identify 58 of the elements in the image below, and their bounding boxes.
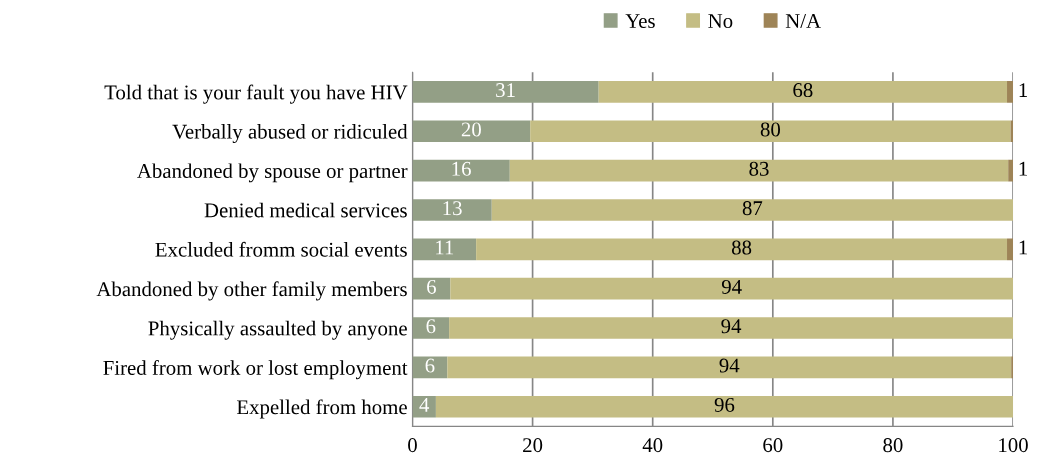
data-label: 87	[742, 201, 763, 216]
data-label: 96	[714, 397, 735, 412]
y-tick-label: Told that is your fault you have HIV	[104, 84, 408, 104]
bar	[476, 238, 1008, 261]
bar	[450, 277, 1014, 300]
data-label: 4	[419, 398, 430, 412]
bar	[447, 356, 1012, 379]
data-label: 94	[721, 319, 742, 334]
data-label: 6	[426, 319, 436, 334]
y-tick-label: Verbally abused or ridiculed	[172, 124, 408, 143]
legend-label: N/A	[785, 14, 821, 28]
bar	[1007, 238, 1014, 261]
bar	[449, 317, 1014, 339]
data-label: 6	[427, 279, 436, 294]
bar	[1007, 81, 1014, 103]
bar	[1008, 159, 1014, 182]
y-tick-label: Denied medical services	[204, 202, 407, 218]
y-tick-label: Excluded fromm social events	[155, 241, 407, 257]
y-tick-label: Expelled from home	[236, 399, 407, 419]
x-tick-label: 20	[523, 438, 543, 453]
bar	[412, 159, 510, 182]
data-label: 83	[749, 161, 769, 176]
data-label: 94	[721, 279, 742, 294]
data-label: 1	[1019, 240, 1027, 255]
bar	[412, 395, 436, 418]
data-label: 31	[496, 83, 515, 98]
data-label: 11	[436, 240, 454, 255]
x-tick-label: 80	[883, 438, 903, 453]
bar	[530, 120, 1011, 143]
bar	[412, 120, 531, 143]
data-label: 1	[1019, 161, 1027, 176]
data-label: 1	[1019, 83, 1027, 97]
data-label: 68	[793, 83, 813, 98]
data-label: 80	[760, 122, 781, 137]
x-tick-label: 0	[408, 438, 417, 453]
legend-label: No	[708, 14, 733, 28]
bar	[598, 81, 1008, 103]
bar	[412, 317, 450, 339]
x-tick-label: 100	[999, 438, 1028, 453]
bar	[412, 81, 599, 103]
bar	[491, 199, 1014, 221]
data-label: 94	[719, 358, 740, 373]
data-label: 13	[443, 201, 462, 216]
bar	[412, 199, 492, 221]
data-label: 16	[452, 161, 471, 176]
y-tick-label: Physically assaulted by anyone	[148, 320, 407, 340]
data-label: 20	[461, 122, 481, 137]
y-tick-label: Abandoned by other family members	[96, 281, 407, 301]
bar	[435, 395, 1014, 418]
x-tick-label: 40	[642, 438, 663, 453]
x-tick-label: 60	[763, 438, 783, 453]
y-tick-label: Abandoned by spouse or partner	[137, 163, 408, 183]
data-label: 6	[425, 358, 435, 373]
legend-label: Yes	[625, 14, 655, 28]
y-tick-label: Fired from work or lost employment	[103, 360, 408, 380]
data-label: 88	[731, 240, 752, 255]
bar	[509, 159, 1009, 182]
bar	[412, 238, 477, 261]
